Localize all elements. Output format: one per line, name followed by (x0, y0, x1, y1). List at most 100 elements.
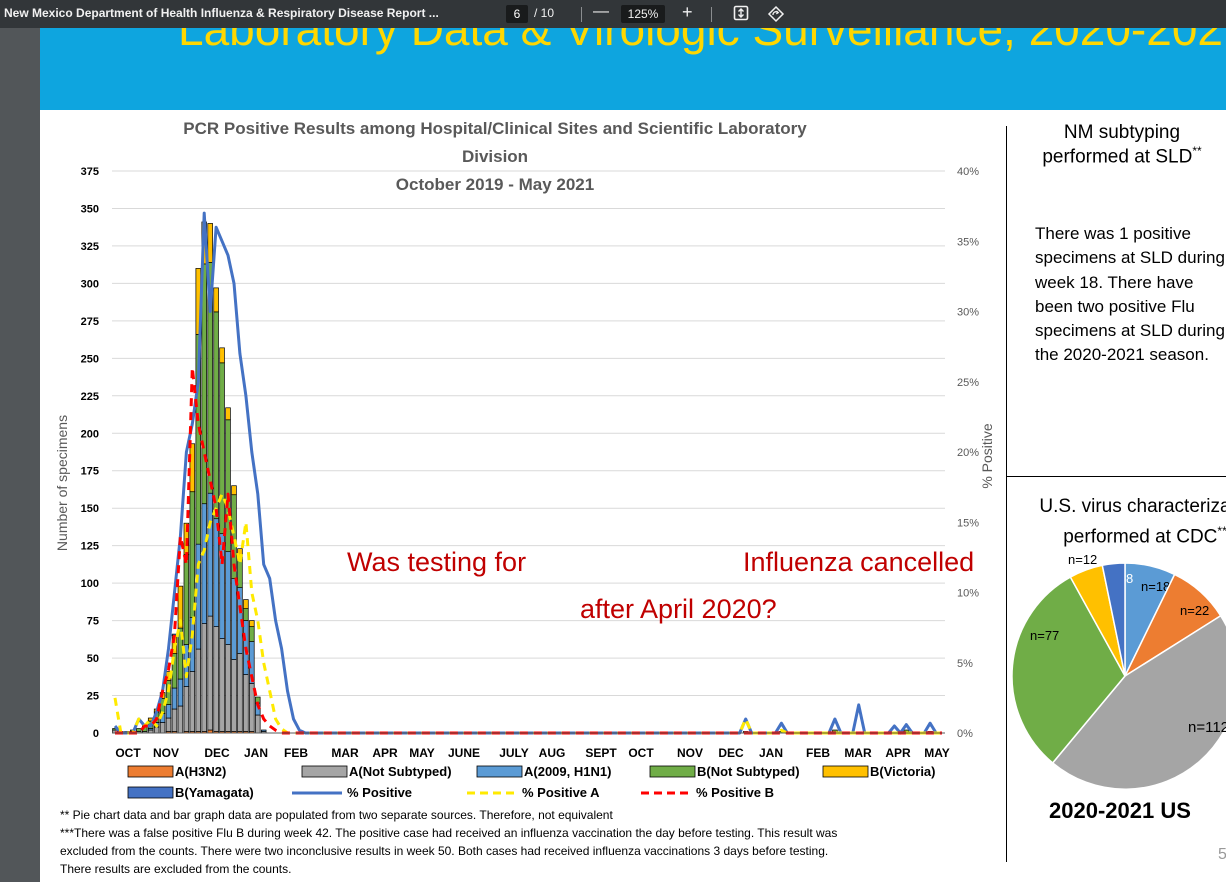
zoom-in-button[interactable]: + (682, 2, 693, 22)
bar-segment (159, 722, 166, 734)
x-tick-label: AUG (539, 746, 566, 760)
bar-segment (213, 518, 219, 627)
bar-segment (243, 608, 249, 621)
bar-segment (183, 554, 190, 645)
nm-panel-title: NM subtyping performed at SLD** (1012, 122, 1226, 168)
legend-label: B(Yamagata) (175, 785, 254, 800)
rotate-icon[interactable] (767, 5, 785, 23)
y-tick-label: 50 (87, 653, 99, 665)
bar-segment (231, 578, 237, 660)
annotation-text: Was testing for (347, 547, 526, 577)
bar-segment (225, 551, 231, 645)
slide-title: Laboratory Data & Virologic Surveillance… (178, 28, 1226, 55)
bar-segment (213, 311, 219, 520)
chart-gridlines (112, 170, 945, 734)
pie-label: 8 (1126, 571, 1133, 586)
y-tick-label: 100 (81, 578, 99, 590)
chart-legend: A(H3N2) A(Not Subtyped) A(2009, H1N1) B(Not… (127, 764, 936, 800)
pie-label: n=12 (1068, 552, 1097, 567)
y-tick-label: 125 (81, 541, 99, 553)
bar-segment (171, 708, 178, 732)
bar-segment (207, 223, 213, 263)
x-tick-label: SEPT (585, 746, 617, 760)
y-tick-label: 75 (87, 616, 99, 628)
legend-label: A(Not Subtyped) (349, 764, 452, 779)
y-tick-label: 25 (87, 691, 99, 703)
bar-segment (165, 704, 172, 719)
y2-tick-label: 40% (957, 166, 979, 178)
chart-title-line1: PCR Positive Results among Hospital/Clin… (183, 119, 807, 138)
bar-segment (189, 671, 196, 732)
chart-title-line2: Division (462, 147, 528, 166)
y-tick-label: 350 (81, 203, 99, 215)
bar-segment (171, 687, 178, 710)
bar-segment (207, 615, 213, 731)
y2-tick-label: 20% (957, 447, 979, 459)
bar-segment (177, 585, 184, 629)
y2-tick-label: 25% (957, 377, 979, 389)
y-tick-label: 325 (81, 241, 99, 253)
y2-tick-label: 0% (957, 728, 973, 740)
bar-segment (213, 287, 219, 313)
legend-label: B(Victoria) (870, 764, 936, 779)
bar-segment (231, 485, 237, 496)
bar-segment (219, 638, 225, 732)
us-panel-title-line1: U.S. virus characterizatio (1039, 496, 1226, 517)
footnote: excluded from the counts. There were two… (60, 844, 829, 858)
bar-segment (183, 686, 190, 732)
y-tick-label: 225 (81, 391, 99, 403)
y2-tick-label: 10% (957, 588, 979, 600)
bar-segment (177, 678, 184, 707)
bar-segment (231, 659, 237, 732)
x-tick-label: JAN (244, 746, 268, 760)
bar-segment (201, 503, 207, 624)
legend-swatch (127, 765, 174, 778)
x-tick-label: NOV (153, 746, 179, 760)
page-number-input[interactable]: 6 (506, 5, 528, 23)
x-tick-label: MAR (331, 746, 359, 760)
x-tick-label: OCT (115, 746, 141, 760)
bar-segment (249, 626, 255, 642)
x-tick-label: DEC (718, 746, 744, 760)
footnote: ** Pie chart data and bar graph data are… (60, 808, 613, 822)
pie-label: n=18 (1141, 579, 1170, 594)
zoom-level-input[interactable]: 125% (621, 5, 665, 23)
nm-panel-title-sup: ** (1192, 144, 1202, 158)
us-panel-title-sup: ** (1217, 524, 1226, 538)
y-tick-label: 275 (81, 316, 99, 328)
panel-divider (1006, 126, 1007, 862)
zoom-out-button[interactable]: — (593, 3, 609, 20)
nm-panel-title-line1: NM subtyping (1063, 122, 1181, 143)
pdf-page: Laboratory Data & Virologic Surveillance… (40, 28, 1226, 882)
us-pie-chart: n=18 n=22 n=112 n=77 n=12 8 (1011, 552, 1226, 790)
bar-segment (207, 492, 213, 617)
chart-bars (112, 221, 933, 734)
page-total: / 10 (534, 6, 555, 20)
bar-segment (255, 714, 261, 734)
legend-swatch (822, 765, 869, 778)
bar-segment (213, 626, 219, 732)
y2-tick-label: 5% (957, 658, 973, 670)
pie-label: n=77 (1030, 628, 1059, 643)
footnote: There results are excluded from the coun… (60, 862, 292, 876)
pcr-chart: 0 25 50 75 100 125 150 175 200 225 250 275 300 325 350… (54, 119, 1226, 800)
x-tick-label: APR (372, 746, 398, 760)
y-axis-label: Number of specimens (54, 415, 70, 551)
bar-segment (201, 623, 207, 732)
y-tick-label: 250 (81, 353, 99, 365)
y2-tick-label: 35% (957, 236, 979, 248)
nm-panel-title-line2: performed at SLD (1042, 146, 1193, 168)
legend-swatch (301, 765, 348, 778)
y-tick-label: 200 (81, 428, 99, 440)
x-tick-label: JAN (759, 746, 783, 760)
annotation-text: Influenza cancelled (743, 547, 974, 577)
toolbar-divider (581, 7, 582, 22)
y-tick-label: 375 (81, 166, 99, 178)
bar-segment (237, 653, 243, 732)
x-tick-label: MAR (844, 746, 872, 760)
toolbar-divider (711, 7, 712, 22)
fit-page-icon[interactable] (733, 5, 749, 21)
bar-segment (177, 705, 184, 734)
pdf-toolbar: New Mexico Department of Health Influenz… (0, 0, 1226, 28)
x-tick-label: APR (885, 746, 911, 760)
